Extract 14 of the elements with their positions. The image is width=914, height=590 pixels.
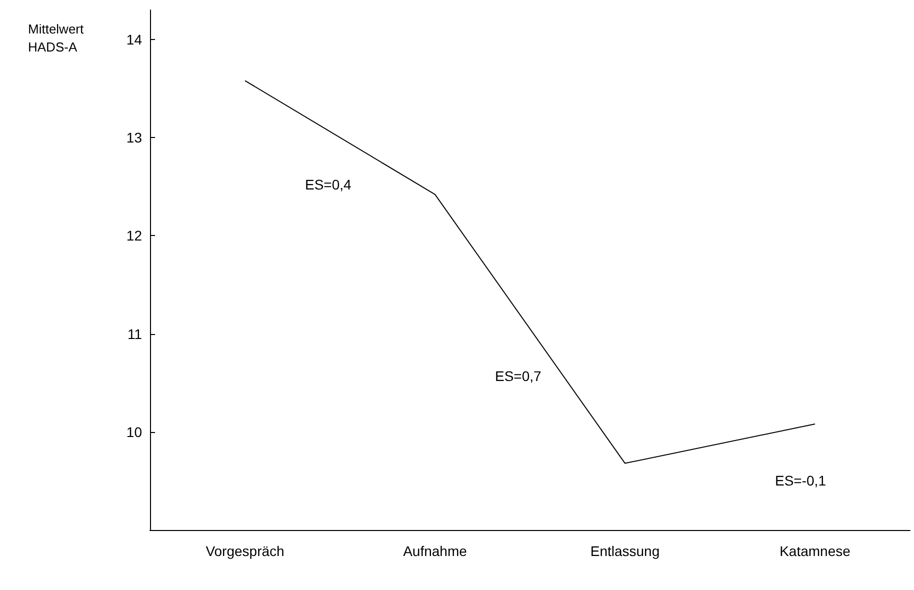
line-series [244,80,816,464]
x-tick-label: Entlassung [590,543,660,559]
y-tick-label: 10 [126,424,142,440]
y-axis-title: Mittelwert HADS-A [28,22,88,54]
annotation: ES=0,4 [305,176,352,193]
x-tick-label: Katamnese [780,543,851,559]
x-tick-label: Aufnahme [403,543,468,559]
annotation: ES=-0,1 [775,472,826,488]
x-tick-label: Vorgespräch [206,543,284,559]
y-tick-label: 13 [126,130,142,146]
y-tick-label: 11 [127,326,142,342]
annotation: ES=0,7 [495,368,542,384]
y-tick-label: 14 [126,31,142,48]
y-tick-label: 12 [126,228,142,244]
